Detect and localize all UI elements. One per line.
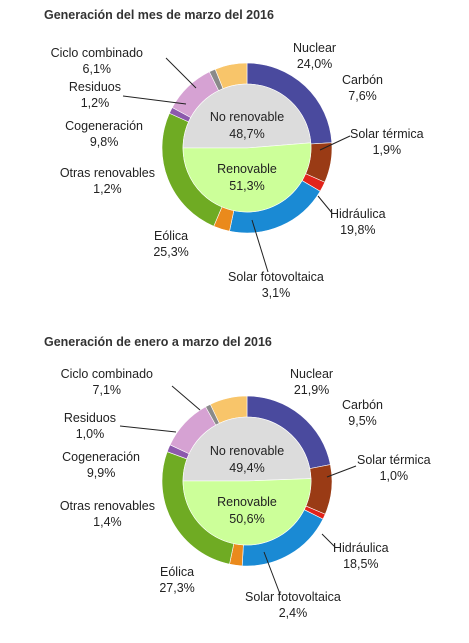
leader-line-residuos <box>119 425 177 433</box>
label-carbon: Carbón <box>342 398 383 412</box>
inner-value-renovable: 51,3% <box>229 179 264 193</box>
label-hidraulica: Hidráulica <box>330 207 386 221</box>
label-solar-fotovoltaica: Solar fotovoltaica <box>228 270 324 284</box>
leader-line-solar-termica <box>326 465 357 478</box>
value-carbon: 7,6% <box>348 89 377 103</box>
label-eolica: Eólica <box>154 229 188 243</box>
value-hidraulica: 18,5% <box>343 557 378 571</box>
value-solar-termica: 1,0% <box>380 469 409 483</box>
label-otras-renovables: Otras renovables <box>60 499 155 513</box>
value-carbon: 9,5% <box>348 414 377 428</box>
inner-slice-renovable <box>182 142 312 213</box>
label-residuos: Residuos <box>64 411 116 425</box>
label-cogeneracion: Cogeneración <box>65 119 143 133</box>
label-otras-renovables: Otras renovables <box>60 166 155 180</box>
value-solar-termica: 1,9% <box>373 143 402 157</box>
value-nuclear: 24,0% <box>297 57 332 71</box>
label-solar-termica: Solar térmica <box>357 453 431 467</box>
leader-line-ciclo-combinado <box>171 385 201 411</box>
inner-value-no-renovable: 48,7% <box>229 127 264 141</box>
label-residuos: Residuos <box>69 80 121 94</box>
value-solar-fotovoltaica: 2,4% <box>279 606 308 620</box>
inner-label-no-renovable: No renovable <box>210 110 284 124</box>
inner-label-renovable: Renovable <box>217 162 277 176</box>
value-ciclo-combinado: 7,1% <box>93 383 122 397</box>
inner-value-renovable: 50,6% <box>229 512 264 526</box>
label-ciclo-combinado: Ciclo combinado <box>51 46 143 60</box>
leader-line-solar-fotovoltaica <box>263 551 281 595</box>
label-nuclear: Nuclear <box>290 367 333 381</box>
leader-line-hidraulica <box>317 195 333 214</box>
value-otras-renovables: 1,2% <box>93 182 122 196</box>
value-eolica: 25,3% <box>153 245 188 259</box>
value-otras-renovables: 1,4% <box>93 515 122 529</box>
leader-line-ciclo-combinado <box>165 57 197 89</box>
label-carbon: Carbón <box>342 73 383 87</box>
label-solar-fotovoltaica: Solar fotovoltaica <box>245 590 341 604</box>
value-residuos: 1,2% <box>81 96 110 110</box>
inner-slice-renovable <box>182 478 312 546</box>
inner-label-renovable: Renovable <box>217 495 277 509</box>
value-residuos: 1,0% <box>76 427 105 441</box>
label-ciclo-combinado: Ciclo combinado <box>61 367 153 381</box>
inner-value-no-renovable: 49,4% <box>229 461 264 475</box>
chart-panel-march: Generación del mes de marzo del 2016 No … <box>44 8 424 300</box>
donut-chart-jan-mar: No renovable 49,4% Renovable 50,6% Nuclear 21… <box>60 367 431 620</box>
leader-line-hidraulica <box>321 533 336 548</box>
leader-line-solar-termica <box>319 135 351 151</box>
donut-chart-march: No renovable 48,7% Renovable 51,3% Nuclear 24… <box>51 41 424 300</box>
value-ciclo-combinado: 6,1% <box>83 62 112 76</box>
label-solar-termica: Solar térmica <box>350 127 424 141</box>
value-hidraulica: 19,8% <box>340 223 375 237</box>
value-solar-fotovoltaica: 3,1% <box>262 286 291 300</box>
label-eolica: Eólica <box>160 565 194 579</box>
label-cogeneracion: Cogeneración <box>62 450 140 464</box>
value-cogeneracion: 9,9% <box>87 466 116 480</box>
inner-label-no-renovable: No renovable <box>210 444 284 458</box>
chart-title: Generación del mes de marzo del 2016 <box>44 8 274 22</box>
label-nuclear: Nuclear <box>293 41 336 55</box>
value-nuclear: 21,9% <box>294 383 329 397</box>
leader-line-residuos <box>122 95 187 105</box>
value-eolica: 27,3% <box>159 581 194 595</box>
leader-line-solar-fotovoltaica <box>251 219 269 273</box>
value-cogeneracion: 9,8% <box>90 135 119 149</box>
label-hidraulica: Hidráulica <box>333 541 389 555</box>
chart-panel-jan-mar: Generación de enero a marzo del 2016 No … <box>0 330 469 643</box>
chart-title: Generación de enero a marzo del 2016 <box>44 335 272 349</box>
